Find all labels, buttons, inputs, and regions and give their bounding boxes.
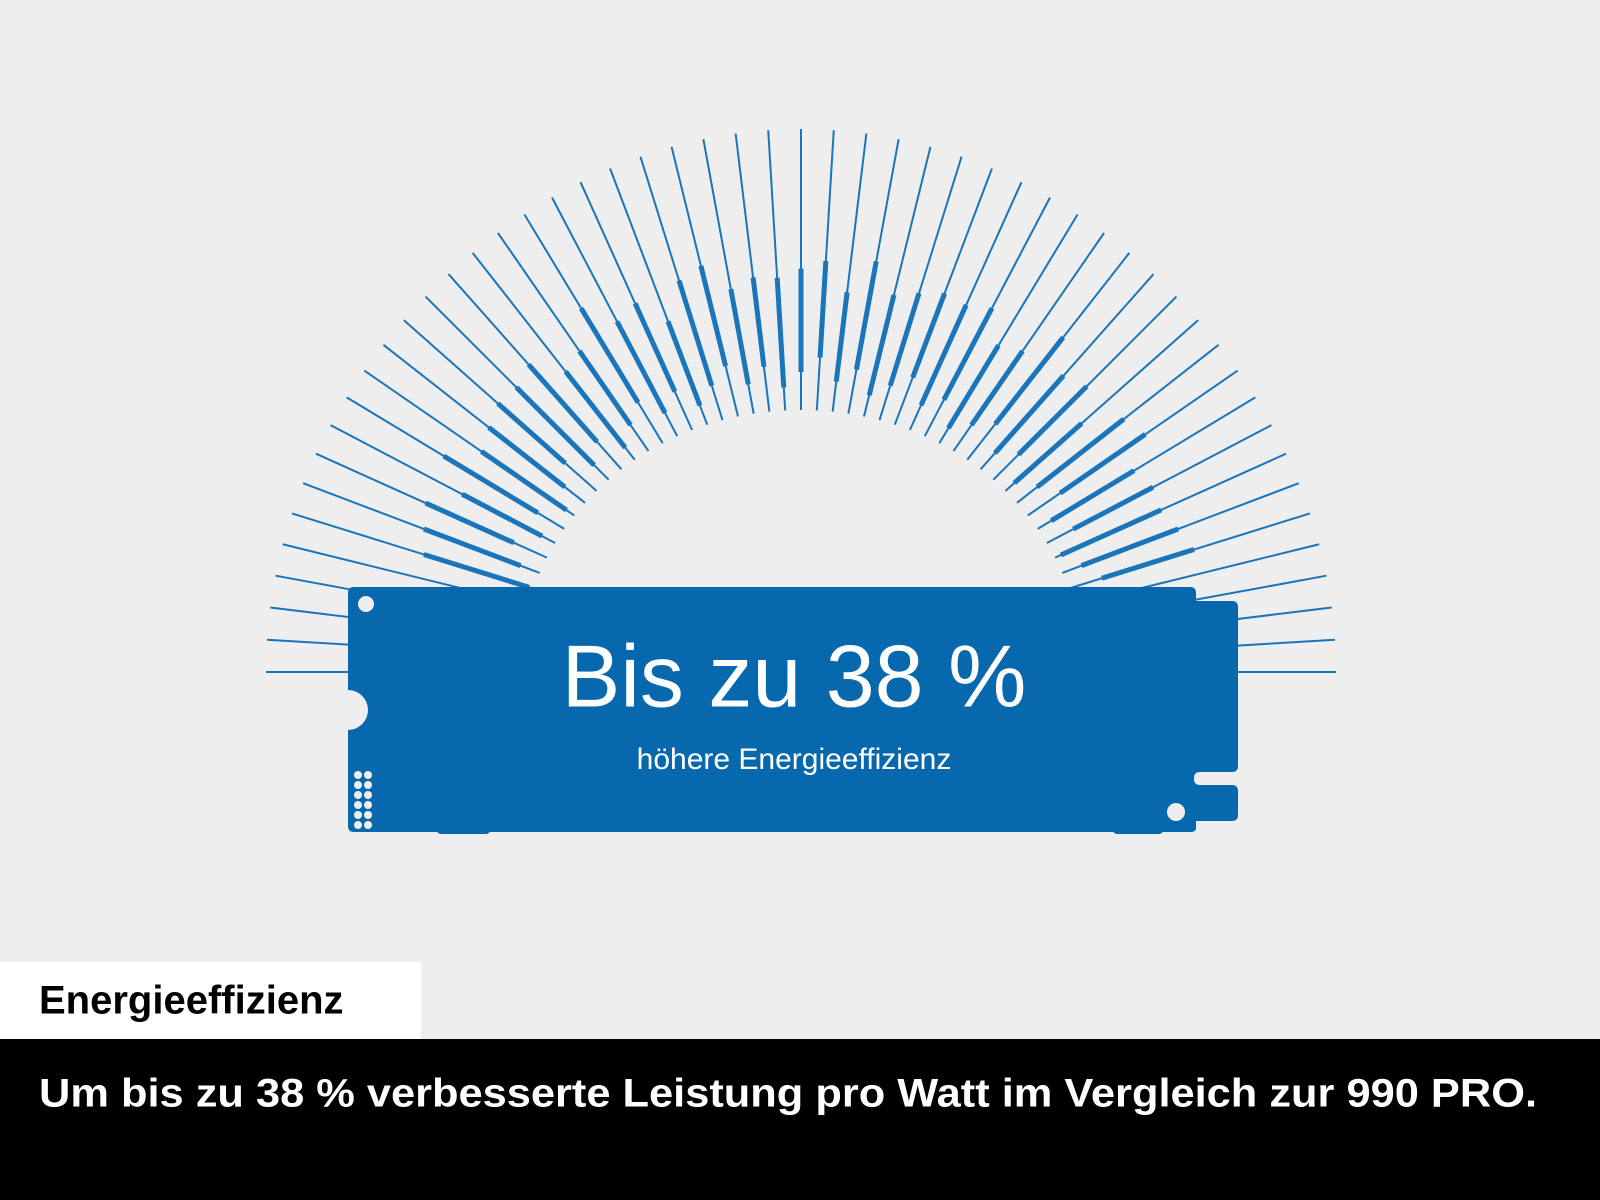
chip-dot (354, 791, 362, 799)
chip-dots (354, 771, 372, 829)
ray-accent (946, 344, 1001, 430)
label-box (0, 962, 421, 1040)
subline: höhere Energieeffizienz (637, 743, 952, 776)
chip-dot (354, 781, 362, 789)
ray-accent (774, 277, 787, 388)
chip-dot (364, 811, 372, 819)
chip-dot (364, 821, 372, 829)
ray-accent (969, 349, 1025, 427)
ssd-card (348, 587, 1238, 834)
ray-accent (461, 492, 544, 539)
ray-accent (1050, 468, 1136, 523)
chip-dot (364, 791, 372, 799)
ray-accent (853, 260, 879, 370)
ssd-body (348, 587, 1238, 834)
ray-accent (487, 425, 567, 489)
ray-accent (526, 362, 599, 444)
ray-accent (676, 279, 715, 387)
chip-dot (364, 781, 372, 789)
screw-hole (1167, 803, 1185, 821)
ray-accent (1059, 507, 1163, 558)
ray-accent (993, 335, 1066, 426)
ray-accent (577, 349, 633, 427)
screw-hole (358, 596, 374, 612)
ray-accent (563, 370, 628, 450)
ray-accent (496, 401, 567, 465)
ray-accent (514, 385, 596, 467)
ray-accent (1035, 417, 1126, 489)
ray-accent (918, 303, 969, 407)
caption-text: Um bis zu 38 % verbesserte Leistung pro … (39, 1072, 1537, 1116)
ray-accent (750, 277, 767, 368)
ray-accent (941, 307, 995, 401)
chip-dot (354, 801, 362, 809)
ray-accent (424, 500, 515, 545)
ray-accent (1072, 485, 1155, 532)
ray-accent (665, 320, 703, 407)
ray-accent (422, 526, 522, 568)
ray-accent (698, 265, 729, 367)
ray-accent (817, 260, 829, 358)
chip-dot (364, 801, 372, 809)
ray-accent (632, 302, 678, 393)
ray-accent (887, 292, 922, 387)
caption-label: Energieeffizienz (39, 979, 344, 1023)
ray-accent (833, 291, 850, 382)
ray-accent (442, 453, 540, 516)
ray-accent (1058, 432, 1147, 496)
chip-dot (354, 821, 362, 829)
chip-dot (354, 771, 362, 779)
ray-accent (578, 306, 641, 404)
ray-accent (479, 449, 568, 513)
headline: Bis zu 38 % (562, 626, 1027, 725)
chip-dot (364, 771, 372, 779)
ray-accent (728, 288, 751, 385)
ray-accent (993, 374, 1066, 455)
ray-accent (423, 552, 530, 590)
ray-accent (1100, 547, 1195, 581)
ray-accent (614, 320, 668, 415)
ray-accent (1012, 421, 1084, 485)
ray-accent (1016, 384, 1089, 457)
ray-accent (866, 294, 897, 396)
caption-band (0, 1039, 1600, 1200)
ray-accent (1080, 526, 1180, 568)
chip-dot (354, 811, 362, 819)
ray-accent (910, 292, 947, 379)
